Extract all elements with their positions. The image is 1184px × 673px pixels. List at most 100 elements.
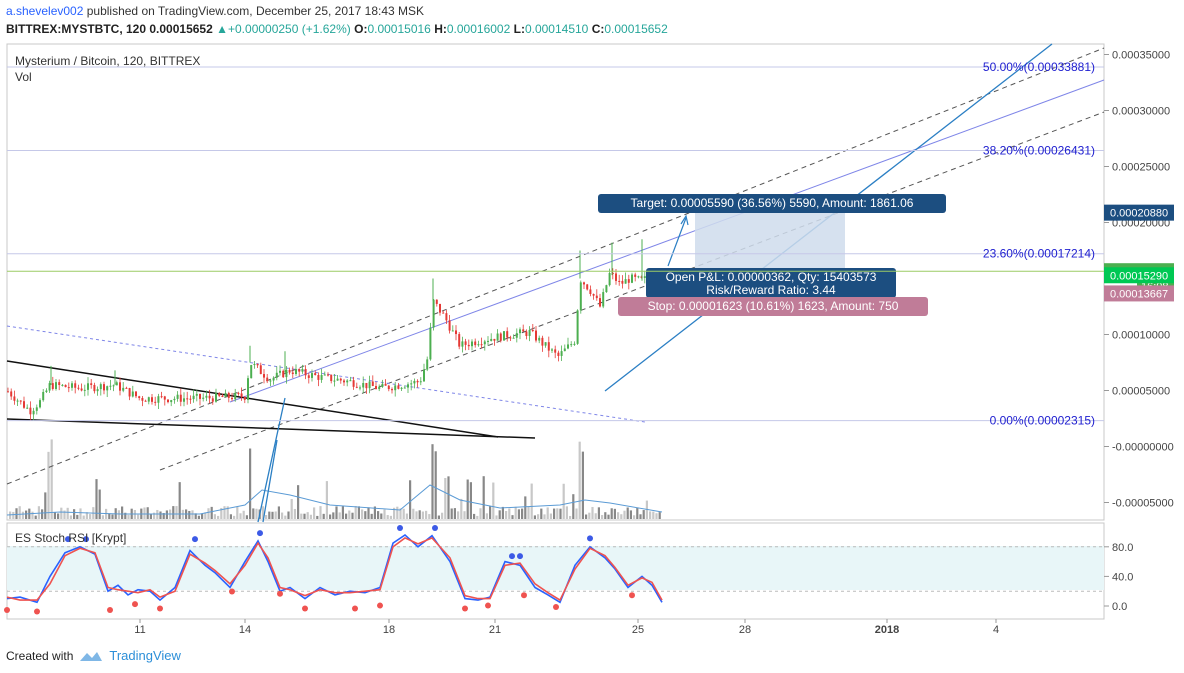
volume-bar: [313, 507, 316, 519]
volume-bar: [530, 483, 533, 519]
candle-body: [611, 273, 614, 275]
volume-bar: [409, 480, 412, 519]
volume-bar: [341, 506, 344, 519]
candle-body: [147, 397, 150, 402]
candle-body: [272, 377, 275, 381]
price-tick-label: 0.00030000: [1112, 106, 1170, 118]
volume-bar: [367, 507, 370, 519]
candle-body: [563, 348, 566, 352]
candle-body: [631, 274, 633, 283]
candle-body: [413, 380, 416, 384]
candle-body: [19, 400, 22, 402]
volume-bar: [543, 514, 546, 519]
volume-bar: [287, 511, 290, 519]
volume-bar: [533, 515, 536, 519]
volume-bar: [655, 513, 658, 519]
price-tick-label: 0.00010000: [1112, 330, 1170, 342]
channel-mid-line: [229, 79, 1105, 403]
candle-body: [64, 384, 67, 388]
candle-body: [307, 375, 310, 378]
candle-body: [410, 383, 413, 385]
volume-bar: [441, 512, 444, 519]
volume-bar: [204, 512, 207, 519]
ohlc-line: BITTREX:MYSTBTC, 120 0.00015652 ▲+0.0000…: [6, 22, 668, 36]
candle-body: [586, 284, 589, 290]
oversold-dot: [229, 588, 235, 595]
channel-lower-line: [159, 111, 1105, 471]
candle-body: [407, 384, 409, 388]
pnl-label-text: Open P&L: 0.00000362, Qty: 15403573: [666, 270, 877, 284]
volume-bar: [111, 514, 114, 519]
last-price: 0.00015652: [149, 22, 213, 36]
volume-bar: [345, 513, 348, 519]
candle-body: [29, 407, 32, 415]
volume-bar: [242, 510, 245, 519]
candle-body: [471, 341, 473, 347]
volume-bar: [514, 506, 517, 519]
volume-bar: [50, 439, 53, 519]
candle-body: [224, 392, 227, 397]
volume-bar: [636, 507, 639, 519]
volume-bar: [57, 513, 60, 519]
target-price-tag: 0.00020880: [1110, 208, 1168, 220]
volume-bar: [485, 513, 488, 519]
volume-bar: [137, 514, 140, 519]
candle-body: [314, 373, 317, 375]
volume-bar: [25, 510, 28, 519]
candle-body: [227, 392, 230, 398]
volume-bar: [37, 506, 40, 519]
volume-bar: [277, 506, 280, 519]
candle-body: [451, 330, 454, 332]
volume-bar: [415, 511, 418, 519]
candle-body: [279, 370, 281, 373]
volume-bar: [553, 508, 556, 519]
time-tick-label: 28: [739, 624, 751, 636]
overbought-dot: [509, 553, 515, 560]
candle-body: [634, 274, 637, 277]
candle-body: [80, 388, 83, 391]
candle-body: [554, 349, 557, 353]
volume-bar: [639, 514, 642, 519]
candle-body: [32, 410, 35, 415]
volume-bar: [53, 512, 56, 519]
author-link[interactable]: a.shevelev002: [6, 4, 84, 18]
oversold-dot: [34, 608, 40, 615]
volume-bar: [498, 510, 501, 519]
candle-body: [192, 395, 195, 400]
candle-body: [170, 400, 173, 403]
overbought-dot: [517, 553, 523, 560]
candle-body: [311, 373, 313, 378]
tradingview-link[interactable]: TradingView: [109, 648, 181, 663]
volume-bar: [300, 513, 303, 519]
candle-body: [509, 337, 512, 339]
volume-bar: [127, 514, 130, 519]
candle-body: [167, 399, 169, 403]
candle-body: [643, 276, 646, 278]
volume-bar: [357, 506, 360, 519]
target-zone: [695, 212, 845, 276]
volume-bar: [581, 451, 584, 519]
candle-body: [519, 329, 521, 334]
volume-bar: [133, 510, 136, 519]
volume-bar: [143, 507, 146, 519]
candle-body: [237, 392, 240, 394]
candle-body: [455, 330, 457, 335]
volume-bar: [338, 512, 341, 519]
candle-body: [266, 377, 269, 382]
candle-body: [618, 280, 621, 282]
volume-bar: [348, 510, 351, 519]
volume-bar: [562, 483, 565, 519]
volume-bar: [405, 513, 408, 519]
target-label-text: Target: 0.00005590 (36.56%) 5590, Amount…: [631, 196, 914, 210]
volume-bar: [492, 482, 495, 519]
candle-body: [522, 329, 525, 332]
publish-line: a.shevelev002 published on TradingView.c…: [6, 4, 424, 18]
volume-bar: [479, 508, 482, 519]
candle-body: [384, 383, 387, 386]
volume-bar: [418, 510, 421, 519]
volume-bar: [428, 514, 431, 519]
candle-body: [624, 279, 627, 284]
candle-body: [602, 292, 605, 307]
price-tick-label: 0.00035000: [1112, 50, 1170, 62]
